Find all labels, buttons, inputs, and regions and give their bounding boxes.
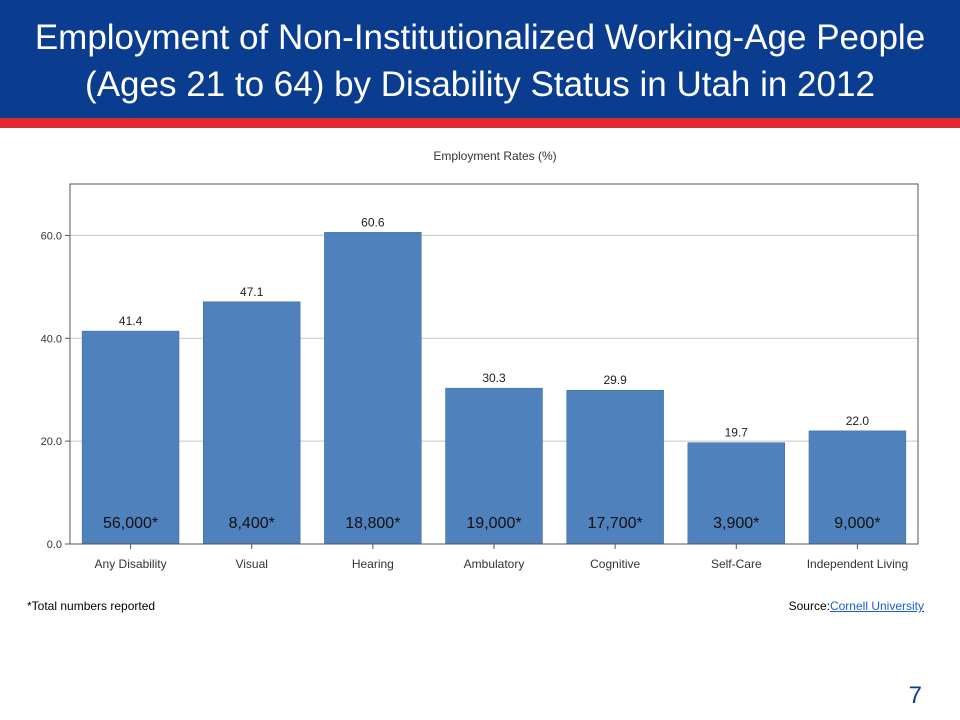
slide-title: Employment of Non-Institutionalized Work… xyxy=(0,14,960,108)
bar-total-label: 56,000* xyxy=(103,515,158,532)
chart-title: Employment Rates (%) xyxy=(433,149,556,163)
y-tick-label: 20.0 xyxy=(41,436,62,448)
source-link[interactable]: Cornell University xyxy=(829,599,924,613)
header-bar xyxy=(0,0,960,118)
bar-value-label: 60.6 xyxy=(361,215,385,229)
bar-value-label: 19.7 xyxy=(725,426,749,440)
bar-total-label: 17,700* xyxy=(588,515,643,532)
source-label: Source: xyxy=(788,599,830,613)
header-accent-stripe xyxy=(0,118,960,128)
bar xyxy=(324,232,422,545)
bar xyxy=(566,389,664,545)
page-number: 7 xyxy=(908,682,922,709)
bar xyxy=(203,301,301,545)
x-category-label: Visual xyxy=(235,557,267,571)
title-line-2: (Ages 21 to 64) by Disability Status in … xyxy=(85,65,875,104)
bar-value-label: 47.1 xyxy=(240,285,264,299)
y-tick-label: 40.0 xyxy=(41,333,62,345)
bar xyxy=(687,442,785,545)
plot-frame xyxy=(69,183,919,545)
title-line-1: Employment of Non-Institutionalized Work… xyxy=(34,18,926,57)
bar-total-label: 18,800* xyxy=(345,515,400,532)
bar-total-label: 19,000* xyxy=(466,515,521,532)
bar-total-label: 9,000* xyxy=(834,515,880,532)
x-category-label: Ambulatory xyxy=(464,557,525,571)
x-category-label: Self-Care xyxy=(711,557,762,571)
bar-value-label: 30.3 xyxy=(482,371,506,385)
x-category-label: Cognitive xyxy=(590,557,640,571)
bar-total-label: 3,900* xyxy=(713,515,759,532)
footnote: *Total numbers reported xyxy=(27,599,156,613)
bar-value-label: 22.0 xyxy=(846,414,870,428)
bar xyxy=(808,430,907,545)
bar-total-label: 8,400* xyxy=(229,515,275,532)
x-category-label: Independent Living xyxy=(807,557,908,571)
bar xyxy=(445,387,543,545)
x-category-label: Any Disability xyxy=(95,557,167,571)
employment-rates-chart: Employment Rates (%) 0.0 20.0 40.0 60.0 41.4 5… xyxy=(41,149,919,571)
x-category-label: Hearing xyxy=(352,557,394,571)
y-tick-label: 0.0 xyxy=(47,539,62,551)
bar-value-label: 29.9 xyxy=(603,373,627,387)
bar xyxy=(81,330,180,545)
bar-value-label: 41.4 xyxy=(119,314,143,328)
source-credit: Source:Cornell University xyxy=(789,599,924,613)
y-tick-label: 60.0 xyxy=(41,230,62,242)
